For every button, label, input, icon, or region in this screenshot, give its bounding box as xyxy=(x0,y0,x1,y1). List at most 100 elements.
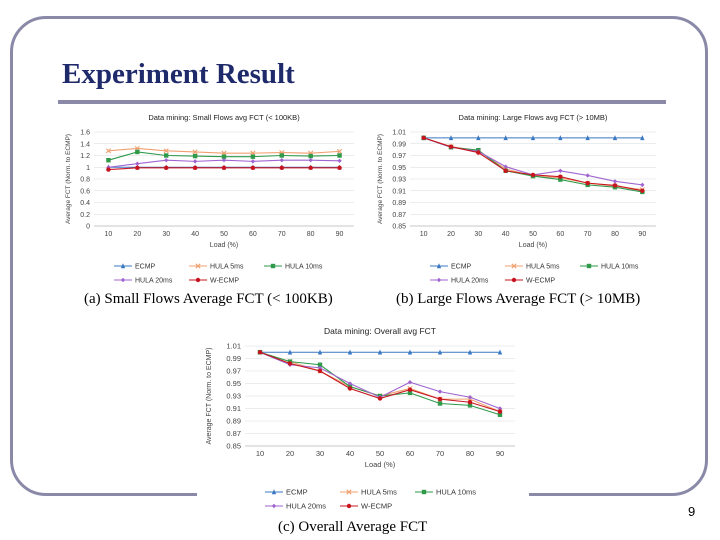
point-w-ecmp-6 xyxy=(585,180,590,186)
point-w-ecmp-4 xyxy=(221,165,227,171)
point-hula-20ms-1 xyxy=(135,161,140,166)
point-hula-20ms-2 xyxy=(164,158,169,163)
legend-item-hula-10ms: HULA 10ms xyxy=(415,488,476,497)
point-w-ecmp-0 xyxy=(106,167,111,172)
point-w-ecmp-6 xyxy=(279,165,284,171)
y-tick-label: 0.2 xyxy=(80,212,90,219)
legend-item-ecmp: ECMP xyxy=(430,263,472,271)
x-tick-label: 30 xyxy=(316,449,324,458)
legend-item-w-ecmp: W-ECMP xyxy=(340,502,392,511)
point-ecmp-8 xyxy=(497,349,503,355)
chart-svg: Data mining: Large Flows avg FCT (> 10MB… xyxy=(377,113,656,285)
point-w-ecmp-5 xyxy=(250,165,256,171)
series-ecmp xyxy=(257,349,503,355)
legend-label: HULA 5ms xyxy=(526,264,560,271)
point-hula-10ms-legend xyxy=(421,489,427,495)
y-tick-label: 0.99 xyxy=(392,141,406,148)
point-w-ecmp-2 xyxy=(164,165,169,171)
x-tick-label: 50 xyxy=(376,449,384,458)
legend-label: HULA 20ms xyxy=(286,502,326,511)
legend-label: W-ECMP xyxy=(361,502,392,511)
y-tick-label: 0.97 xyxy=(392,153,406,160)
point-w-ecmp-0 xyxy=(421,135,426,141)
point-ecmp-4 xyxy=(377,349,383,355)
chart-title: Data mining: Overall avg FCT xyxy=(324,326,436,336)
y-tick-label: 0.8 xyxy=(80,177,90,184)
chart-large-flows: Data mining: Large Flows avg FCT (> 10MB… xyxy=(372,106,672,290)
y-tick-label: 0.95 xyxy=(392,165,406,172)
series-hula-5ms xyxy=(421,135,645,193)
y-tick-label: 1.4 xyxy=(80,141,90,148)
legend-item-hula-5ms: HULA 5ms xyxy=(505,263,560,271)
x-tick-label: 10 xyxy=(105,231,113,238)
y-tick-label: 1.6 xyxy=(80,130,90,137)
series-w-ecmp xyxy=(257,350,503,414)
y-tick-label: 0.95 xyxy=(226,379,241,388)
point-hula-20ms-7 xyxy=(612,179,618,184)
point-ecmp-5 xyxy=(407,349,413,355)
legend-label: HULA 10ms xyxy=(436,488,476,497)
y-tick-label: 0.85 xyxy=(226,442,241,451)
point-hula-20ms-8 xyxy=(640,182,645,188)
point-ecmp-7 xyxy=(612,135,618,141)
point-hula-20ms-6 xyxy=(279,158,284,163)
point-w-ecmp-8 xyxy=(337,165,342,171)
x-tick-label: 20 xyxy=(447,231,455,238)
x-tick-label: 40 xyxy=(191,231,199,238)
point-hula-10ms-8 xyxy=(337,153,342,158)
legend-label: HULA 10ms xyxy=(285,264,323,271)
point-hula-10ms-legend xyxy=(586,263,592,269)
point-ecmp-8 xyxy=(640,135,645,141)
caption-small-flows: (a) Small Flows Average FCT (< 100KB) xyxy=(84,291,333,307)
x-tick-label: 70 xyxy=(436,449,444,458)
point-w-ecmp-4 xyxy=(377,396,383,401)
legend-item-ecmp: ECMP xyxy=(265,488,308,497)
title-divider xyxy=(58,100,666,104)
point-hula-10ms-2 xyxy=(164,153,169,158)
point-hula-20ms-8 xyxy=(337,158,342,163)
point-ecmp-6 xyxy=(437,349,443,355)
point-hula-20ms-5 xyxy=(558,168,563,173)
x-tick-label: 60 xyxy=(556,231,564,238)
point-w-ecmp-legend xyxy=(511,277,517,283)
point-ecmp-2 xyxy=(317,349,323,355)
legend-label: HULA 5ms xyxy=(210,264,244,271)
y-tick-label: 0 xyxy=(86,224,90,231)
point-hula-10ms-5 xyxy=(558,177,563,182)
legend-label: ECMP xyxy=(135,264,156,271)
legend-item-w-ecmp: W-ECMP xyxy=(505,278,555,285)
point-hula-20ms-7 xyxy=(467,395,473,400)
series-hula-20ms xyxy=(421,135,645,188)
point-hula-10ms-7 xyxy=(308,153,313,159)
slide-title: Experiment Result xyxy=(62,58,295,90)
y-tick-label: 0.85 xyxy=(392,224,406,231)
legend-label: ECMP xyxy=(286,488,308,497)
point-w-ecmp-legend xyxy=(195,277,201,283)
x-tick-label: 80 xyxy=(611,231,619,238)
y-tick-label: 0.87 xyxy=(226,429,241,438)
legend-item-hula-20ms: HULA 20ms xyxy=(265,502,326,511)
point-w-ecmp-1 xyxy=(135,165,140,171)
x-tick-label: 10 xyxy=(420,231,428,238)
point-hula-20ms-4 xyxy=(221,158,227,163)
x-tick-label: 90 xyxy=(336,231,344,238)
point-hula-10ms-6 xyxy=(279,153,284,158)
y-tick-label: 0.91 xyxy=(392,188,406,195)
y-tick-label: 1 xyxy=(86,165,90,172)
legend-item-hula-5ms: HULA 5ms xyxy=(340,488,397,497)
y-axis-label: Average FCT (Norm. to ECMP) xyxy=(377,134,384,224)
point-w-ecmp-2 xyxy=(317,368,323,374)
x-tick-label: 20 xyxy=(133,231,141,238)
point-ecmp-4 xyxy=(530,135,536,141)
point-hula-10ms-1 xyxy=(135,149,140,155)
series-line-hula-5ms xyxy=(423,137,643,191)
chart-svg: Data mining: Small Flows avg FCT (< 100K… xyxy=(65,113,354,285)
series-hula-5ms xyxy=(105,145,343,156)
point-hula-5ms-legend xyxy=(346,489,352,495)
series-ecmp xyxy=(421,135,645,141)
caption-large-flows: (b) Large Flows Average FCT (> 10MB) xyxy=(396,291,641,307)
x-tick-label: 60 xyxy=(249,231,257,238)
x-tick-label: 40 xyxy=(502,231,510,238)
x-axis-label: Load (%) xyxy=(210,242,238,249)
y-tick-label: 0.89 xyxy=(392,200,406,207)
